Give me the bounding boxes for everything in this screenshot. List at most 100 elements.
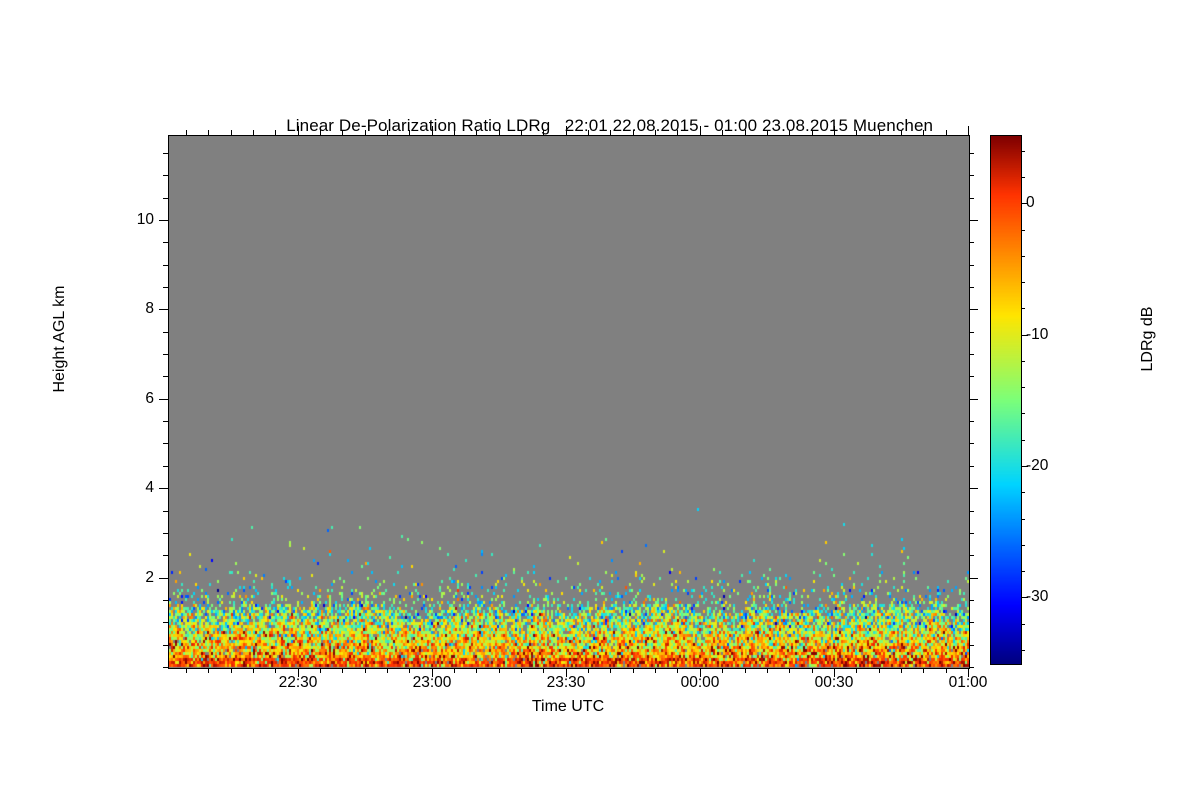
colorbar-tick: [1021, 387, 1025, 388]
y-tick: [163, 511, 168, 512]
y-tick-right: [969, 600, 974, 601]
y-tick: [163, 645, 168, 646]
y-tick-right: [969, 242, 974, 243]
colorbar-tick: [1021, 492, 1025, 493]
y-tick: [163, 175, 168, 176]
x-tick-top: [655, 130, 656, 135]
x-tick-top: [879, 130, 880, 135]
y-tick-right: [969, 309, 978, 310]
x-tick: [700, 668, 701, 677]
y-tick-label: 10: [136, 211, 154, 228]
y-tick: [163, 153, 168, 154]
y-axis-label: Height AGL km: [51, 285, 68, 393]
colorbar-tick: [1021, 597, 1028, 598]
x-tick: [320, 668, 321, 673]
x-tick: [633, 668, 634, 673]
x-tick: [901, 668, 902, 673]
colorbar-tick: [1021, 177, 1025, 178]
x-tick-top: [700, 126, 701, 135]
y-tick-right: [969, 443, 974, 444]
y-tick-label: 4: [145, 479, 154, 496]
colorbar: [990, 135, 1022, 665]
colorbar-tick-label: -30: [1026, 588, 1049, 605]
y-tick: [163, 198, 168, 199]
x-tick-top: [476, 130, 477, 135]
y-tick-right: [969, 376, 974, 377]
y-tick: [159, 578, 168, 579]
x-tick-top: [901, 130, 902, 135]
x-tick-top: [499, 130, 500, 135]
x-tick: [365, 668, 366, 673]
y-tick: [163, 466, 168, 467]
colorbar-tick: [1021, 466, 1028, 467]
x-tick-top: [454, 130, 455, 135]
y-tick-right: [969, 555, 974, 556]
x-tick-top: [387, 130, 388, 135]
x-tick: [923, 668, 924, 673]
x-tick-top: [588, 130, 589, 135]
colorbar-tick-label: -10: [1026, 326, 1049, 343]
x-tick-top: [342, 130, 343, 135]
x-tick: [342, 668, 343, 673]
x-tick-top: [320, 130, 321, 135]
y-tick-right: [969, 332, 974, 333]
x-tick: [610, 668, 611, 673]
y-tick-right: [969, 488, 978, 489]
x-tick-top: [923, 130, 924, 135]
colorbar-tick: [1021, 282, 1025, 283]
x-tick: [432, 668, 433, 677]
y-tick: [163, 533, 168, 534]
colorbar-tick-label: -20: [1026, 457, 1049, 474]
x-tick: [387, 668, 388, 673]
y-tick: [159, 309, 168, 310]
x-tick: [856, 668, 857, 673]
y-tick: [163, 421, 168, 422]
x-tick: [543, 668, 544, 673]
colorbar-tick: [1021, 256, 1025, 257]
y-tick-right: [969, 220, 978, 221]
x-tick: [834, 668, 835, 677]
x-tick-top: [834, 126, 835, 135]
x-tick-top: [812, 130, 813, 135]
x-tick-top: [566, 126, 567, 135]
y-tick-right: [969, 466, 974, 467]
y-tick-right: [969, 287, 974, 288]
colorbar-tick: [1021, 519, 1025, 520]
colorbar-tick: [1021, 624, 1025, 625]
colorbar-tick: [1021, 308, 1025, 309]
colorbar-tick: [1021, 230, 1025, 231]
colorbar-tick-label: 0: [1026, 194, 1035, 211]
colorbar-tick: [1021, 203, 1028, 204]
x-tick: [677, 668, 678, 673]
x-tick-top: [789, 130, 790, 135]
x-tick: [521, 668, 522, 673]
y-tick-right: [969, 667, 974, 668]
y-tick-right: [969, 622, 974, 623]
x-tick-top: [521, 130, 522, 135]
x-tick: [879, 668, 880, 673]
x-tick-label: 22:30: [278, 674, 318, 691]
y-tick: [163, 622, 168, 623]
x-axis-label: Time UTC: [531, 698, 605, 715]
colorbar-tick: [1021, 545, 1025, 546]
x-tick: [208, 668, 209, 673]
x-tick-top: [767, 130, 768, 135]
x-tick: [499, 668, 500, 673]
x-tick: [186, 668, 187, 673]
x-tick: [275, 668, 276, 673]
x-tick: [454, 668, 455, 673]
y-tick-right: [969, 265, 974, 266]
colorbar-tick: [1021, 335, 1028, 336]
x-tick-label: 00:30: [814, 674, 854, 691]
y-tick-right: [969, 511, 974, 512]
x-tick-top: [432, 126, 433, 135]
y-tick: [163, 555, 168, 556]
x-tick-top: [677, 130, 678, 135]
x-tick: [745, 668, 746, 673]
x-tick-top: [275, 130, 276, 135]
y-tick: [159, 220, 168, 221]
x-tick-top: [231, 130, 232, 135]
y-tick: [163, 242, 168, 243]
x-tick: [476, 668, 477, 673]
